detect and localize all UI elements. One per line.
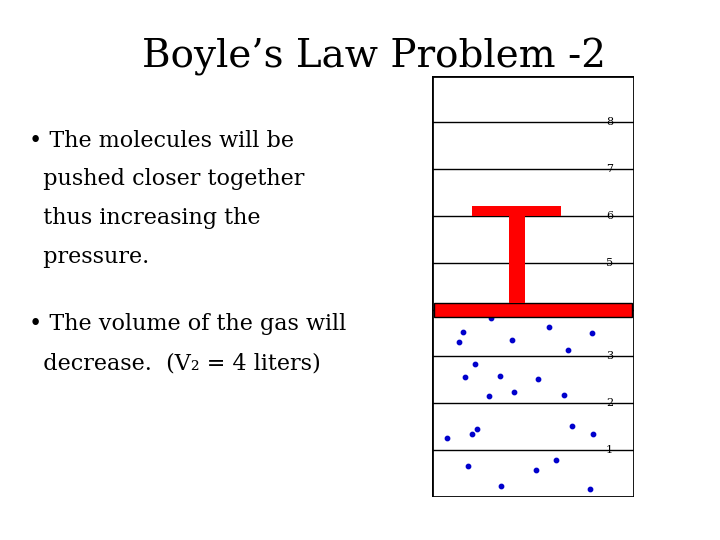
Point bbox=[485, 314, 497, 323]
Text: 2: 2 bbox=[606, 398, 613, 408]
Text: • The molecules will be: • The molecules will be bbox=[29, 130, 294, 152]
Text: 5: 5 bbox=[606, 258, 613, 268]
Text: 6: 6 bbox=[606, 211, 613, 221]
Text: Boyle’s Law Problem -2: Boyle’s Law Problem -2 bbox=[143, 38, 606, 76]
Text: pressure.: pressure. bbox=[29, 246, 149, 268]
Point bbox=[566, 421, 577, 430]
Point bbox=[471, 424, 482, 433]
Point bbox=[459, 372, 471, 381]
Point bbox=[469, 360, 480, 368]
Point bbox=[587, 429, 598, 438]
Point bbox=[496, 481, 508, 490]
Point bbox=[508, 387, 520, 396]
Point bbox=[543, 323, 554, 332]
Point bbox=[551, 456, 562, 465]
Text: • The volume of the gas will: • The volume of the gas will bbox=[29, 313, 346, 335]
Point bbox=[441, 434, 453, 442]
Point bbox=[559, 391, 570, 400]
Text: 3: 3 bbox=[606, 352, 613, 361]
Point bbox=[586, 329, 598, 338]
Point bbox=[483, 392, 495, 400]
Point bbox=[532, 375, 544, 383]
Point bbox=[462, 462, 474, 470]
Point bbox=[495, 372, 506, 380]
Bar bbox=[434, 302, 631, 316]
Text: 1: 1 bbox=[606, 445, 613, 455]
Point bbox=[584, 485, 595, 494]
Bar bbox=[508, 211, 525, 302]
Point bbox=[457, 328, 469, 336]
Text: pushed closer together: pushed closer together bbox=[29, 168, 304, 191]
Text: 4: 4 bbox=[606, 305, 613, 315]
Point bbox=[454, 338, 465, 346]
Point bbox=[562, 345, 574, 354]
Text: 8: 8 bbox=[606, 117, 613, 127]
Text: decrease.  (V₂ = 4 liters): decrease. (V₂ = 4 liters) bbox=[29, 352, 320, 374]
Point bbox=[505, 335, 517, 344]
Text: 7: 7 bbox=[606, 164, 613, 174]
Text: thus increasing the: thus increasing the bbox=[29, 207, 261, 230]
Point bbox=[530, 465, 541, 474]
Bar bbox=[472, 206, 561, 217]
Point bbox=[466, 430, 477, 438]
